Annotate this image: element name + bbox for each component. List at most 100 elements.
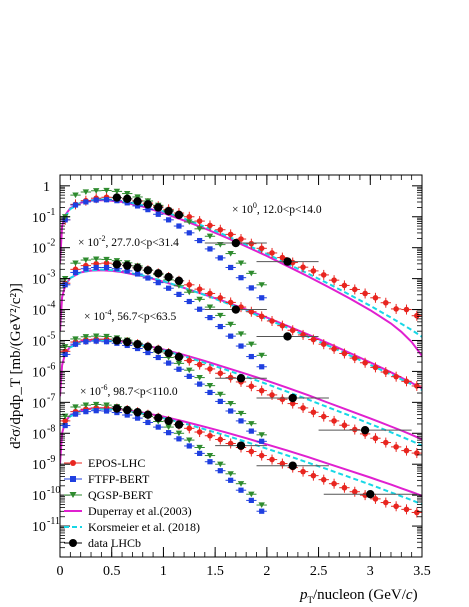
data-point: [196, 218, 203, 224]
data-point: [164, 206, 173, 216]
data-point: [393, 503, 399, 510]
y-tick-exponent: -11: [47, 516, 60, 527]
data-point: [362, 359, 368, 366]
sample-annotation: × 10-4, 56.7<p<63.5: [84, 308, 177, 323]
data-point: [143, 200, 153, 209]
data-point: [197, 306, 203, 312]
data-point: [82, 257, 90, 264]
data-point: [103, 197, 110, 203]
x-tick-label: 3.5: [413, 564, 431, 579]
data-point: [227, 471, 234, 477]
data-point: [217, 370, 224, 377]
data-point: [231, 238, 241, 248]
data-point: [248, 421, 255, 427]
data-point: [217, 323, 223, 330]
x-tick-label: 2: [263, 564, 270, 579]
data-point: [93, 408, 99, 414]
data-point: [227, 374, 234, 381]
legend-label: QGSP-BERT: [88, 488, 153, 502]
data-point: [174, 210, 184, 220]
data-point: [133, 339, 142, 349]
data-point: [155, 280, 161, 286]
data-point: [414, 312, 420, 319]
data-point: [103, 339, 110, 345]
data-point: [93, 256, 100, 263]
data-point: [236, 441, 246, 450]
data-point: [269, 456, 275, 463]
data-point: [93, 338, 99, 344]
data-point: [228, 408, 234, 414]
data-point: [248, 308, 255, 315]
data-point: [289, 327, 296, 334]
data-point: [174, 420, 184, 429]
data-point: [186, 298, 192, 305]
data-point: [196, 429, 203, 435]
data-point: [103, 187, 110, 194]
data-point: [393, 306, 399, 312]
y-tick-label: 10: [32, 520, 46, 535]
data-point: [320, 413, 327, 420]
data-point: [143, 342, 153, 351]
legend-label: EPOS-LHC: [88, 456, 145, 470]
series-line: [64, 198, 422, 338]
data-point: [258, 502, 265, 509]
data-point: [248, 341, 255, 348]
sample-annotation: × 100, 12.0<p<14.0: [232, 201, 322, 216]
data-point: [72, 336, 79, 342]
legend-swatch: [69, 492, 77, 498]
data-point: [186, 230, 192, 236]
data-point: [186, 213, 193, 220]
data-point: [341, 484, 348, 491]
data-point: [362, 290, 368, 297]
data-point: [196, 374, 203, 381]
y-tick-label: 10: [32, 458, 46, 473]
data-point: [175, 430, 183, 437]
data-point: [164, 416, 173, 426]
data-point: [103, 402, 110, 409]
data-point: [186, 437, 193, 444]
data-point: [331, 418, 337, 424]
data-point: [82, 334, 90, 340]
y-tick-exponent: -3: [47, 269, 55, 280]
data-point: [259, 295, 265, 301]
data-point: [186, 357, 193, 364]
y-tick-exponent: -9: [47, 454, 55, 465]
legend-swatch: [70, 460, 76, 466]
data-point: [133, 263, 142, 272]
data-point: [237, 331, 245, 337]
data-point: [72, 341, 79, 347]
data-point: [288, 393, 297, 403]
data-point: [174, 276, 184, 285]
data-point: [145, 419, 151, 426]
data-point: [197, 381, 203, 387]
data-point: [248, 240, 255, 247]
data-point: [145, 207, 151, 213]
data-point: [154, 203, 163, 212]
y-tick-exponent: -7: [47, 392, 55, 403]
data-point: [83, 199, 89, 205]
data-point: [248, 497, 254, 503]
data-point: [155, 211, 161, 217]
data-point: [72, 411, 79, 417]
sample-annotation: × 10-6, 98.7<p<110.0: [80, 383, 178, 398]
plot-frame: [59, 174, 423, 558]
legend-label: Duperray et al.(2003): [88, 504, 192, 518]
data-point: [248, 448, 255, 455]
data-point: [62, 418, 68, 424]
data-point: [403, 378, 410, 385]
data-point: [93, 188, 100, 194]
y-tick-label: 10: [32, 396, 46, 411]
x-tick-label: 0: [57, 564, 64, 579]
data-point: [279, 460, 286, 467]
x-tick-label: 1.5: [206, 564, 224, 579]
data-point: [103, 333, 110, 340]
data-point: [186, 219, 193, 226]
data-point: [62, 422, 68, 429]
data-point: [351, 286, 358, 293]
data-point: [238, 236, 244, 242]
data-point: [207, 366, 213, 372]
data-point: [310, 409, 317, 416]
data-point: [331, 277, 337, 283]
data-point: [133, 197, 142, 206]
y-tick-exponent: -1: [47, 207, 55, 218]
